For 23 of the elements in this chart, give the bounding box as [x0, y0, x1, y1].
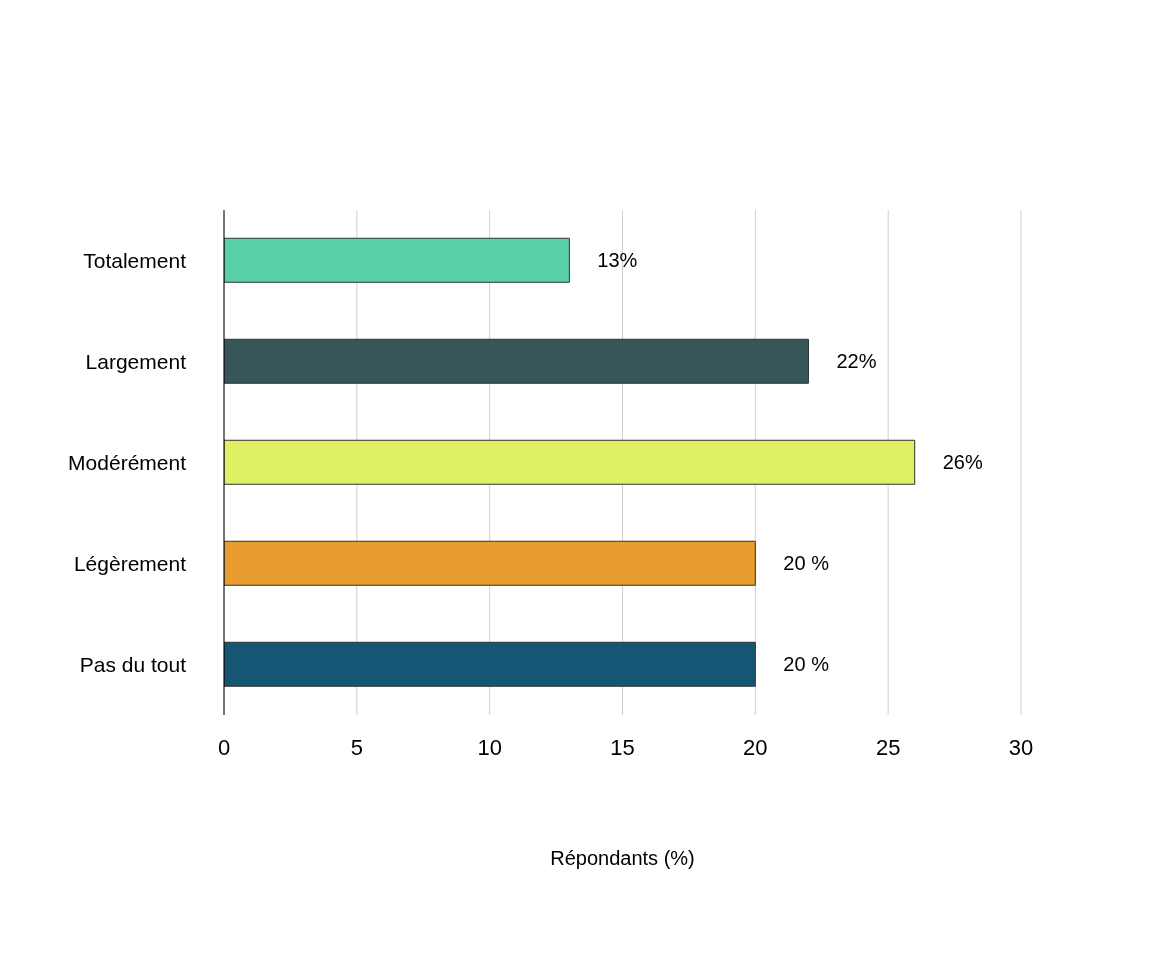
x-tick-label: 20 [743, 734, 768, 760]
data-label: 22% [836, 350, 877, 373]
x-tick-label: 10 [477, 734, 502, 760]
y-tick-label: Totalement [83, 248, 187, 272]
y-tick-label: Modérément [68, 450, 187, 474]
y-tick-label: Largement [85, 349, 187, 373]
x-tick-label: 30 [1008, 734, 1034, 760]
bar [224, 641, 756, 687]
y-tick-label: Pas du tout [79, 652, 187, 676]
x-tick-label: 5 [350, 734, 363, 760]
data-label: 20 % [783, 653, 830, 676]
x-axis-title: Répondants (%) [550, 847, 695, 869]
data-label: 13% [597, 249, 638, 272]
bar [224, 237, 570, 283]
bar [224, 338, 809, 384]
x-tick-label: 0 [217, 734, 231, 760]
y-tick-label: Légèrement [73, 551, 187, 575]
x-tick-label: 15 [610, 734, 635, 760]
x-tick-label: 25 [875, 734, 901, 760]
data-label: 26% [942, 451, 983, 474]
bar [224, 540, 756, 586]
bar [224, 439, 916, 485]
data-label: 20 % [783, 552, 830, 575]
